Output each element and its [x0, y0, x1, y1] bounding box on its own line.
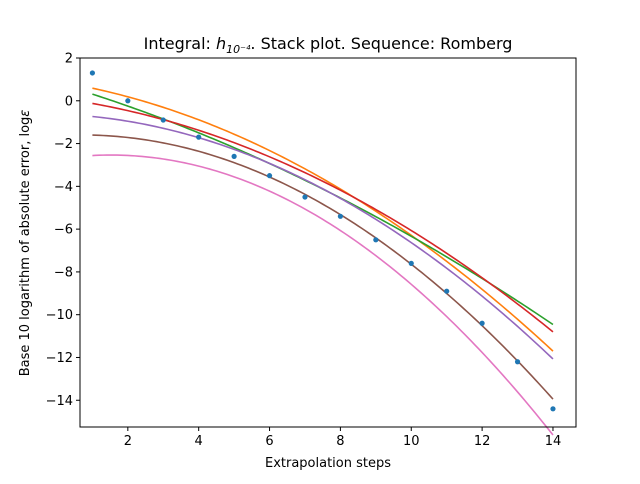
y-axis-label-prefix: Base 10 logarithm of absolute error, log [18, 117, 33, 377]
chart-title-math-sub: 10⁻⁴ [226, 43, 251, 56]
data-point-14 [550, 406, 556, 412]
y-axis-label-math: ε [18, 110, 33, 117]
axes-frame [79, 57, 577, 428]
data-point-12 [479, 320, 485, 326]
y-tick-label-2: 2 [65, 52, 73, 67]
fit-line-6 [92, 154, 554, 436]
y-tick-label-0: 0 [65, 94, 73, 109]
x-axis-label: Extrapolation steps [265, 456, 391, 471]
fit-line-5 [92, 134, 554, 400]
data-point-11 [444, 288, 450, 294]
x-tick-label-2: 2 [124, 434, 132, 449]
chart-title-suffix: . Stack plot. Sequence: Romberg [250, 34, 512, 53]
plot-area: 2 4 6 8 10 12 14 2 0 −2 −4 −6 −8 −10 −12 −14 [46, 52, 577, 449]
y-tick-label--12: −12 [46, 351, 73, 366]
y-tick-label--8: −8 [54, 265, 73, 280]
data-point-9 [373, 237, 379, 243]
x-tick-label-6: 6 [265, 434, 273, 449]
x-tick-label-4: 4 [195, 434, 203, 449]
data-point-6 [266, 173, 273, 179]
data-point-1 [89, 70, 95, 76]
data-point-13 [514, 359, 521, 365]
chart-title-prefix: Integral: [144, 34, 216, 53]
chart-title-math-base: h [216, 34, 226, 53]
data-point-7 [302, 194, 308, 200]
y-tick-label--4: −4 [54, 180, 73, 195]
fit-line-3 [92, 102, 554, 333]
fit-line-4 [92, 115, 554, 360]
x-tick-label-8: 8 [336, 434, 344, 449]
data-point-3 [160, 117, 166, 123]
data-point-8 [337, 213, 343, 219]
y-tick-label--2: −2 [54, 137, 73, 152]
chart-title: Integral: h10⁻⁴. Stack plot. Sequence: R… [144, 34, 513, 56]
x-tick-label-14: 14 [545, 434, 562, 449]
data-point-4 [196, 134, 202, 140]
y-axis-label: Base 10 logarithm of absolute error, log… [18, 110, 33, 377]
y-tick-label--6: −6 [54, 223, 73, 238]
data-point-10 [408, 260, 414, 266]
x-tick-label-10: 10 [403, 434, 420, 449]
x-tick-label-12: 12 [474, 434, 491, 449]
y-tick-label--10: −10 [46, 308, 73, 323]
data-point-5 [231, 153, 237, 159]
fit-line-1 [92, 87, 554, 352]
y-tick-label--14: −14 [46, 394, 73, 409]
data-point-2 [125, 98, 131, 104]
